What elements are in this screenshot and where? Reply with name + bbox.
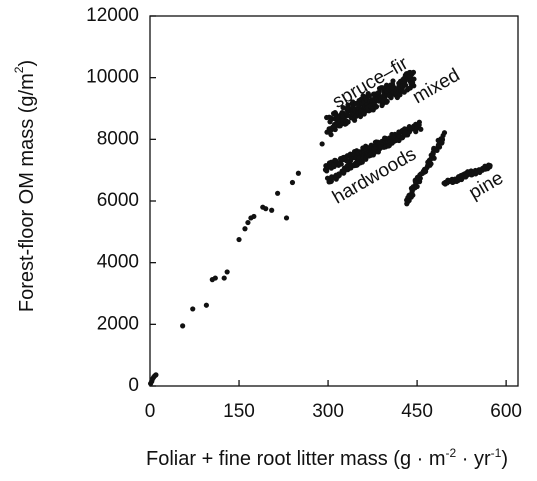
data-point [221, 275, 227, 281]
data-point [402, 129, 408, 135]
y-axis-title: Forest-floor OM mass (g/m2) [12, 60, 38, 312]
y-tick-label: 0 [128, 375, 139, 396]
data-point [384, 98, 390, 105]
x-tick-label: 300 [312, 401, 344, 422]
y-tick-label: 6000 [97, 190, 139, 211]
data-point [336, 160, 343, 166]
data-point [269, 207, 275, 213]
data-point [366, 93, 372, 99]
data-point [359, 159, 365, 165]
annotation-label: mixed [409, 65, 463, 109]
data-point [373, 104, 380, 110]
y-tick-label: 10000 [86, 67, 139, 88]
data-point [236, 236, 242, 243]
data-point [402, 82, 408, 88]
y-tick-label: 4000 [97, 252, 139, 273]
data-point [410, 69, 417, 75]
data-point [242, 226, 248, 232]
x-tick-label: 0 [145, 401, 156, 422]
y-tick-label: 8000 [97, 128, 139, 149]
data-point [251, 213, 257, 220]
data-point [295, 170, 301, 176]
data-point [319, 141, 325, 147]
data-point [203, 302, 209, 308]
x-tick-label: 600 [490, 401, 522, 422]
data-point [289, 179, 296, 186]
x-tick-label: 150 [223, 401, 255, 422]
data-point [430, 152, 436, 158]
data-point [439, 136, 446, 142]
data-point [375, 90, 381, 96]
data-points [147, 69, 493, 387]
chart-axes [149, 15, 519, 387]
y-tick-label: 2000 [97, 313, 139, 334]
data-point [263, 206, 269, 212]
data-point [416, 122, 422, 128]
data-point [340, 105, 346, 111]
data-point [153, 372, 159, 378]
data-point [283, 215, 290, 221]
data-point [418, 126, 424, 132]
data-point [245, 219, 251, 226]
data-point [441, 130, 448, 136]
x-tick-label: 450 [401, 401, 433, 422]
data-point [487, 162, 493, 169]
data-point [180, 323, 186, 329]
data-point [224, 269, 230, 275]
data-point [361, 111, 367, 117]
data-point [275, 190, 281, 196]
data-point [345, 119, 351, 125]
data-point [410, 76, 416, 82]
data-point [332, 157, 339, 164]
data-point [190, 306, 196, 312]
data-point [212, 275, 218, 281]
x-axis-title: Foliar + fine root litter mass (g · m-2 … [146, 446, 508, 470]
data-point [414, 183, 420, 190]
y-tick-label: 12000 [86, 5, 139, 26]
plot-frame [149, 15, 519, 387]
data-point [390, 78, 396, 84]
data-point [328, 178, 334, 184]
